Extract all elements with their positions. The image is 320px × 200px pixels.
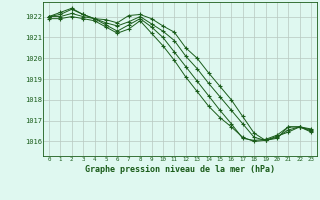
X-axis label: Graphe pression niveau de la mer (hPa): Graphe pression niveau de la mer (hPa) bbox=[85, 165, 275, 174]
